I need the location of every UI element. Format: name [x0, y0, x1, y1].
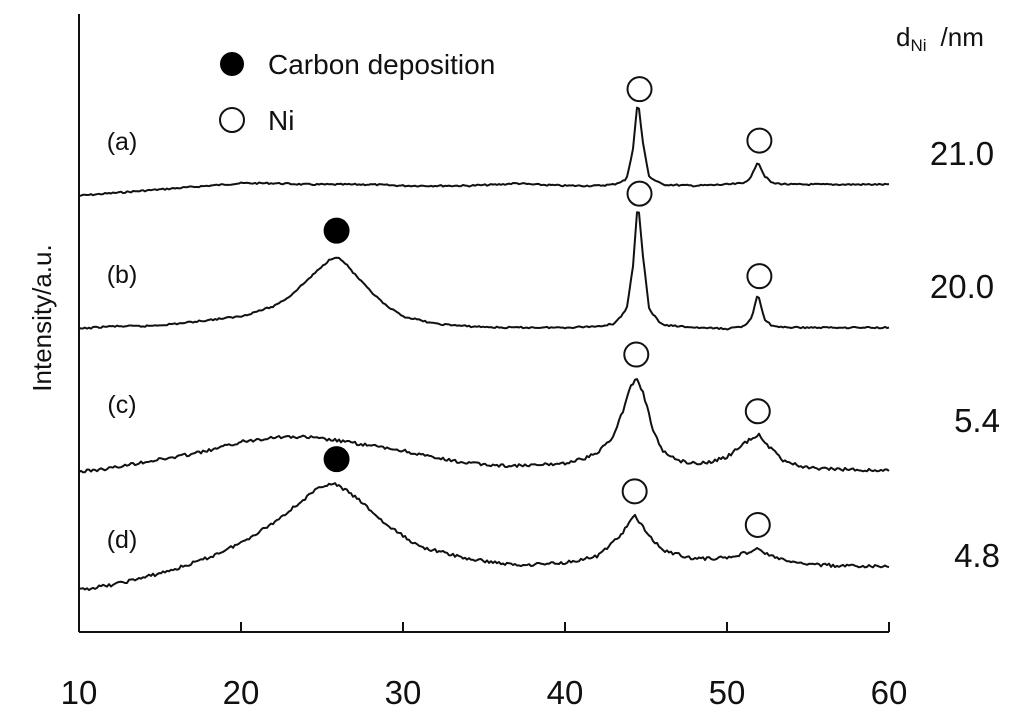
series-trace [78, 482, 890, 591]
carbon-peak-marker [323, 446, 350, 473]
axes: 10 20 30 40 50 60 [61, 14, 908, 708]
ni-peak-marker [744, 511, 771, 538]
x-tick-label: 30 [385, 674, 422, 708]
legend-carbon-label: Carbon deposition [268, 49, 495, 80]
particle-size-value: 4.8 [954, 537, 1000, 574]
ni-peak-marker [746, 263, 773, 290]
y-axis-label: Intensity/a.u. [27, 244, 57, 391]
peak-markers [323, 76, 773, 538]
ni-peak-marker [626, 180, 653, 207]
x-tick-label: 10 [61, 674, 98, 708]
ni-peak-marker [746, 127, 773, 154]
legend-ni-marker [219, 107, 245, 133]
particle-size-value: 5.4 [954, 402, 1000, 439]
carbon-peak-marker [323, 217, 350, 244]
particle-size-value: 21.0 [930, 135, 994, 172]
size-header-sub: Ni [910, 36, 926, 55]
x-tick-label: 20 [223, 674, 260, 708]
legend-carbon-marker [220, 52, 244, 76]
series-label: (b) [107, 261, 138, 289]
x-tick-label: 40 [547, 674, 584, 708]
size-header-d: d [896, 22, 910, 52]
x-tick-label: 50 [709, 674, 746, 708]
series-trace [78, 106, 890, 197]
series-label: (d) [107, 526, 138, 554]
ni-peak-marker [623, 341, 650, 368]
legend-ni-label: Ni [268, 105, 294, 136]
particle-size-value: 20.0 [930, 268, 994, 305]
traces [78, 106, 890, 591]
series-trace [78, 211, 890, 331]
legend: Carbon deposition Ni [219, 49, 495, 136]
ni-peak-marker [621, 478, 648, 505]
curve-labels: (a) 21.0 (b) 20.0 (c) 5.4 (d) 4.8 [107, 128, 1000, 574]
x-tick-label: 60 [871, 674, 908, 708]
series-label: (c) [107, 391, 136, 419]
size-header-unit: /nm [941, 22, 984, 52]
ni-peak-marker [626, 76, 653, 103]
series-label: (a) [107, 128, 138, 156]
ni-peak-marker [744, 398, 771, 425]
series-trace [78, 378, 890, 474]
size-column-header: dNi/nm [896, 22, 984, 55]
